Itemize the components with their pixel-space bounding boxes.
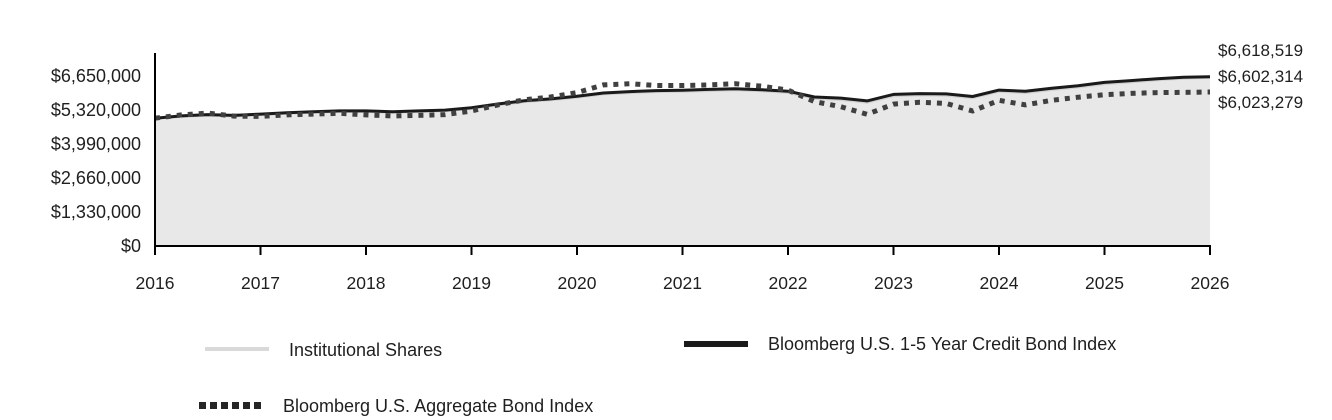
legend-item-institutional-shares: Institutional Shares xyxy=(205,338,619,362)
legend-item-aggregate-bond-index: Bloomberg U.S. Aggregate Bond Index xyxy=(199,394,683,418)
aggregate-bond-dotted-swatch xyxy=(199,402,265,409)
x-axis-tick-label: 2018 xyxy=(347,273,386,293)
y-axis-tick-label: $6,650,000 xyxy=(51,66,141,86)
y-axis-tick-label: $3,990,000 xyxy=(51,134,141,154)
x-axis-tick-label: 2022 xyxy=(769,273,808,293)
series-end-value-label: $6,618,519 xyxy=(1218,41,1303,60)
legend-item-credit-bond-index: Bloomberg U.S. 1-5 Year Credit Bond Inde… xyxy=(684,332,1150,356)
x-axis-tick-label: 2017 xyxy=(241,273,280,293)
x-axis-tick-label: 2016 xyxy=(136,273,175,293)
growth-of-investment-chart: 2016 2017 2018 2019 2020 2021 2022 2023 2024 2025… xyxy=(51,41,1303,293)
x-axis-tick-label: 2023 xyxy=(874,273,913,293)
area-fill-institutional-shares xyxy=(155,77,1210,245)
line-bloomberg-u-s-aggregate-bond-index xyxy=(154,81,1211,121)
legend-label-institutional-shares: Institutional Shares xyxy=(289,340,443,360)
y-axis-tick-label: $5,320,000 xyxy=(51,100,141,120)
credit-bond-line-swatch xyxy=(684,341,748,347)
institutional-line-swatch xyxy=(205,347,269,351)
series-end-value-label: $6,023,279 xyxy=(1218,93,1303,112)
x-axis-tick-label: 2020 xyxy=(558,273,597,293)
x-axis-tick-label: 2019 xyxy=(452,273,491,293)
series-end-value-label: $6,602,314 xyxy=(1218,67,1303,86)
x-axis-tick-label: 2021 xyxy=(663,273,702,293)
x-axis-tick-label: 2024 xyxy=(980,273,1019,293)
y-axis-tick-label: $0 xyxy=(121,236,141,256)
x-axis-tick-label: 2026 xyxy=(1191,273,1230,293)
chart-canvas: 2016 2017 2018 2019 2020 2021 2022 2023 2024 2025… xyxy=(51,41,1303,293)
legend-label-aggregate-bond-index: Bloomberg U.S. Aggregate Bond Index xyxy=(283,396,594,416)
y-axis-tick-label: $2,660,000 xyxy=(51,168,141,188)
y-axis-tick-label: $1,330,000 xyxy=(51,202,141,222)
x-axis-tick-label: 2025 xyxy=(1085,273,1124,293)
legend-label-credit-bond-index: Bloomberg U.S. 1-5 Year Credit Bond Inde… xyxy=(768,334,1117,354)
